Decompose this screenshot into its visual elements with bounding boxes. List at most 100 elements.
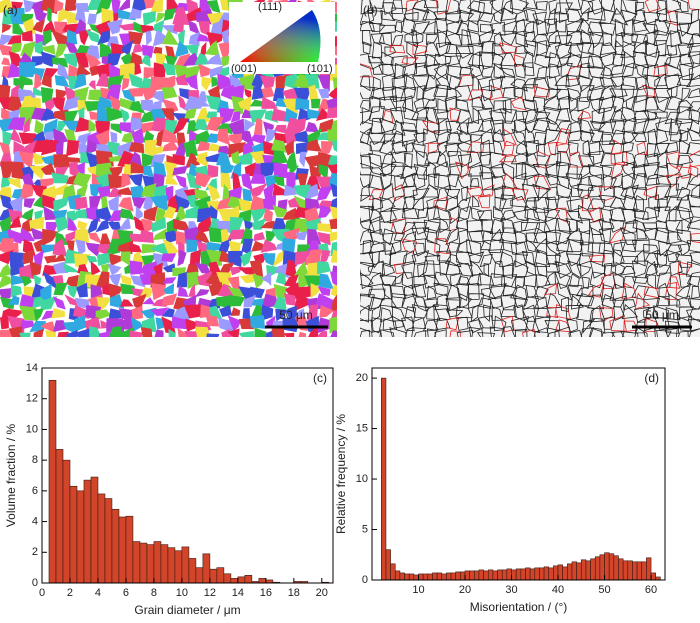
grain — [90, 261, 101, 276]
grain — [52, 97, 66, 112]
grain-boundary — [555, 120, 572, 134]
grain — [73, 305, 90, 319]
grain-boundary — [565, 64, 582, 81]
grain-boundary — [670, 30, 683, 48]
grain — [217, 283, 235, 298]
grain-boundary — [525, 238, 541, 254]
grain-boundary — [380, 307, 393, 323]
grain-boundary — [609, 173, 623, 190]
grain — [176, 132, 186, 146]
grain — [283, 184, 297, 197]
grain-boundary — [401, 294, 417, 312]
grain-boundary — [642, 64, 660, 77]
grain-boundary — [445, 65, 462, 80]
grain-boundary — [360, 174, 374, 188]
grain — [108, 63, 123, 80]
grain-boundary — [444, 95, 457, 113]
grain-boundary — [547, 141, 557, 156]
grain-boundary — [580, 29, 592, 44]
grain-boundary — [449, 107, 461, 121]
grain-boundary — [412, 0, 430, 14]
grain — [295, 231, 308, 241]
bar — [385, 549, 391, 581]
grain — [129, 242, 142, 253]
grain-boundary — [643, 109, 658, 121]
grain — [282, 207, 300, 220]
grain — [177, 327, 188, 337]
grain-boundary — [688, 107, 700, 125]
y-tick-label: 0 — [362, 574, 368, 586]
grain — [328, 87, 337, 101]
grain — [265, 128, 278, 144]
grain — [275, 308, 289, 322]
grain — [305, 121, 320, 133]
bar — [608, 553, 615, 581]
grain — [162, 238, 179, 256]
grain-boundary — [623, 320, 639, 333]
grain — [11, 161, 25, 180]
grain — [107, 263, 122, 276]
grain — [283, 332, 295, 337]
bar — [548, 567, 554, 581]
grain-boundary — [614, 18, 626, 37]
grain — [8, 7, 26, 25]
grain-boundary — [379, 24, 396, 35]
grain-boundary — [668, 205, 677, 222]
grain — [295, 141, 309, 155]
bar — [146, 544, 155, 584]
grain-boundary — [456, 251, 473, 267]
grain-boundary — [532, 11, 547, 26]
grain-boundary — [604, 262, 613, 276]
grain — [101, 7, 114, 25]
grain — [162, 98, 179, 114]
grain — [54, 74, 70, 88]
grain — [41, 154, 57, 167]
grain — [249, 109, 267, 124]
grain — [56, 141, 64, 157]
grain-boundary — [380, 151, 397, 170]
grain — [140, 261, 158, 278]
grain — [293, 293, 312, 312]
grain — [206, 249, 223, 267]
grain — [284, 293, 296, 306]
grain-boundary — [433, 109, 449, 125]
grain-boundary — [500, 304, 517, 317]
y-tick-label: 2 — [32, 546, 38, 558]
y-axis-label: Relative frequency / % — [334, 414, 348, 534]
grain-boundary — [412, 44, 428, 56]
grain-boundary — [576, 293, 595, 307]
grain — [172, 18, 184, 34]
grain-boundary — [360, 85, 375, 100]
grain — [249, 315, 266, 329]
grain-boundary — [466, 219, 483, 233]
grain — [108, 273, 122, 287]
grain-boundary — [360, 53, 374, 70]
grain-boundary — [523, 84, 539, 103]
grain — [132, 288, 146, 297]
bar — [230, 578, 239, 584]
grain-boundary — [655, 40, 667, 57]
grain — [9, 216, 22, 229]
grain — [118, 22, 136, 31]
grain — [52, 238, 68, 257]
grain-boundary — [582, 276, 590, 290]
x-tick-label: 60 — [645, 584, 657, 596]
bar — [422, 573, 429, 581]
grain — [162, 263, 176, 273]
grain-boundary — [644, 41, 658, 58]
grain — [139, 273, 155, 285]
grain-boundary — [444, 254, 462, 268]
grain-boundary — [456, 276, 471, 285]
grain-boundary — [565, 218, 578, 232]
grain — [332, 77, 337, 90]
grain — [308, 326, 319, 337]
grain — [186, 271, 202, 289]
grain — [232, 172, 242, 190]
grain — [293, 118, 307, 134]
grain — [134, 62, 142, 75]
grain-boundary — [556, 141, 571, 154]
grain-boundary — [510, 78, 528, 92]
grain-boundary — [360, 100, 371, 113]
grain-boundary — [666, 85, 678, 99]
grain — [41, 44, 56, 55]
